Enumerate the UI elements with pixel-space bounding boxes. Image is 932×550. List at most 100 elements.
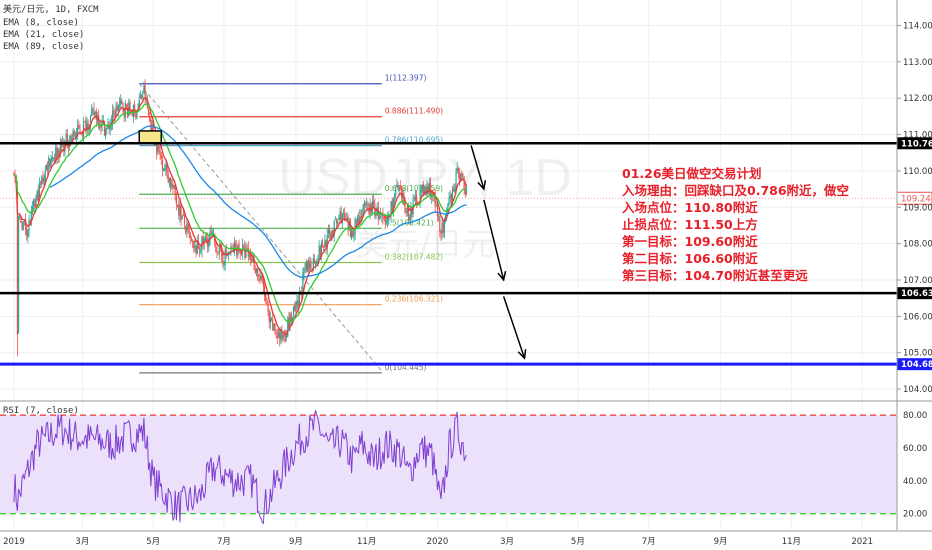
candle-body (393, 194, 396, 198)
candle-body (78, 125, 80, 129)
candle-body (318, 245, 320, 260)
candle-body (290, 313, 292, 322)
candle-body (382, 214, 384, 219)
candle-body (37, 190, 39, 201)
candle-body (226, 254, 229, 257)
candle-body (330, 233, 332, 239)
candle-body (380, 214, 382, 216)
candle-body (175, 196, 177, 205)
candle-body (395, 189, 397, 196)
fib-level-label: 1(112.397) (385, 74, 427, 83)
candle-body (85, 119, 87, 132)
candle-body (292, 306, 295, 317)
candle-body (169, 177, 172, 187)
candle-body (449, 195, 451, 199)
candle-body (147, 108, 150, 115)
candle-body (200, 250, 202, 252)
candle-body (211, 232, 213, 235)
x-tick-label: 2021 (851, 537, 873, 547)
candle-body (96, 115, 99, 122)
candle-body (114, 112, 116, 119)
y-tick-label: 112.000 (903, 94, 932, 104)
rsi-tick-label: 80.00 (903, 411, 927, 421)
candle-body (434, 192, 436, 207)
indicator-ema8[interactable]: EMA (8, close) (3, 18, 79, 28)
fib-level-label: 0.236(106.321) (385, 295, 443, 304)
candle-body (362, 205, 364, 212)
candle-body (451, 188, 454, 202)
candle-body (93, 109, 95, 116)
arrow-shaft (502, 296, 526, 359)
candle-body (276, 335, 278, 339)
candle-body (142, 95, 144, 98)
candle-body (138, 99, 140, 106)
candle-body (428, 184, 430, 193)
candle-body (313, 259, 316, 264)
candle-body (79, 130, 81, 134)
candle-body (405, 212, 407, 214)
candle-body (455, 172, 457, 188)
fib-trend-line (138, 83, 383, 372)
candle-body (263, 285, 266, 297)
candle-body (294, 306, 296, 312)
fib-level-label: 0.382(107.482) (385, 252, 443, 261)
candle-body (190, 238, 193, 241)
candle-body (100, 123, 102, 128)
candle-body (359, 216, 361, 224)
candle-body (287, 318, 289, 337)
candle-body (65, 133, 67, 139)
candle-body (130, 112, 132, 115)
candle-body (187, 223, 189, 229)
candle-body (58, 150, 60, 157)
x-tick-label: 11月 (782, 537, 801, 547)
candle-body (189, 233, 191, 238)
candle-body (16, 187, 19, 335)
candle-body (251, 258, 253, 263)
candle-body (144, 84, 146, 100)
candle-body (166, 165, 168, 175)
x-tick-label: 11月 (357, 537, 376, 547)
candle-body (444, 214, 447, 222)
candle-body (35, 197, 37, 207)
candle-body (432, 190, 434, 196)
candle-body (407, 205, 410, 221)
candle-body (87, 123, 89, 130)
candle-body (222, 254, 224, 264)
candle-body (254, 268, 256, 273)
candle-body (24, 219, 27, 230)
candle-body (425, 187, 427, 194)
candle-body (124, 103, 126, 118)
candle-body (297, 300, 299, 307)
candle-body (46, 165, 49, 170)
candle-body (27, 230, 29, 238)
candle-body (298, 293, 300, 306)
candle-body (20, 215, 22, 223)
candle-body (327, 229, 329, 234)
projection-arrows[interactable] (470, 145, 527, 360)
candle-body (341, 213, 343, 223)
candle-body (310, 260, 312, 270)
indicator-ema21[interactable]: EMA (21, close) (3, 30, 84, 40)
candle-body (17, 216, 20, 334)
horizontal-levels[interactable]: 110.760 106.638 104.685 109.248 (0, 130, 932, 371)
candle-body (338, 217, 340, 220)
indicator-ema89[interactable]: EMA (89, close) (3, 42, 84, 52)
candle-body (277, 331, 280, 337)
candle-body (59, 141, 61, 156)
candle-body (182, 214, 184, 216)
chart-header: 美元/日元, 1D, FXCM EMA (8, close) EMA (21, … (3, 3, 99, 52)
candle-body (238, 242, 240, 250)
candle-body (454, 186, 456, 193)
candle-body (402, 195, 404, 199)
candle-body (302, 272, 304, 295)
candle-body (172, 183, 174, 189)
level-price-tag (897, 287, 932, 300)
candle-body (462, 176, 464, 178)
candle-body (252, 257, 254, 262)
rsi-tick-label: 60.00 (903, 444, 927, 454)
candle-body (106, 128, 108, 130)
candle-body (115, 106, 117, 118)
candle-body (306, 260, 309, 272)
candle-body (178, 204, 180, 215)
